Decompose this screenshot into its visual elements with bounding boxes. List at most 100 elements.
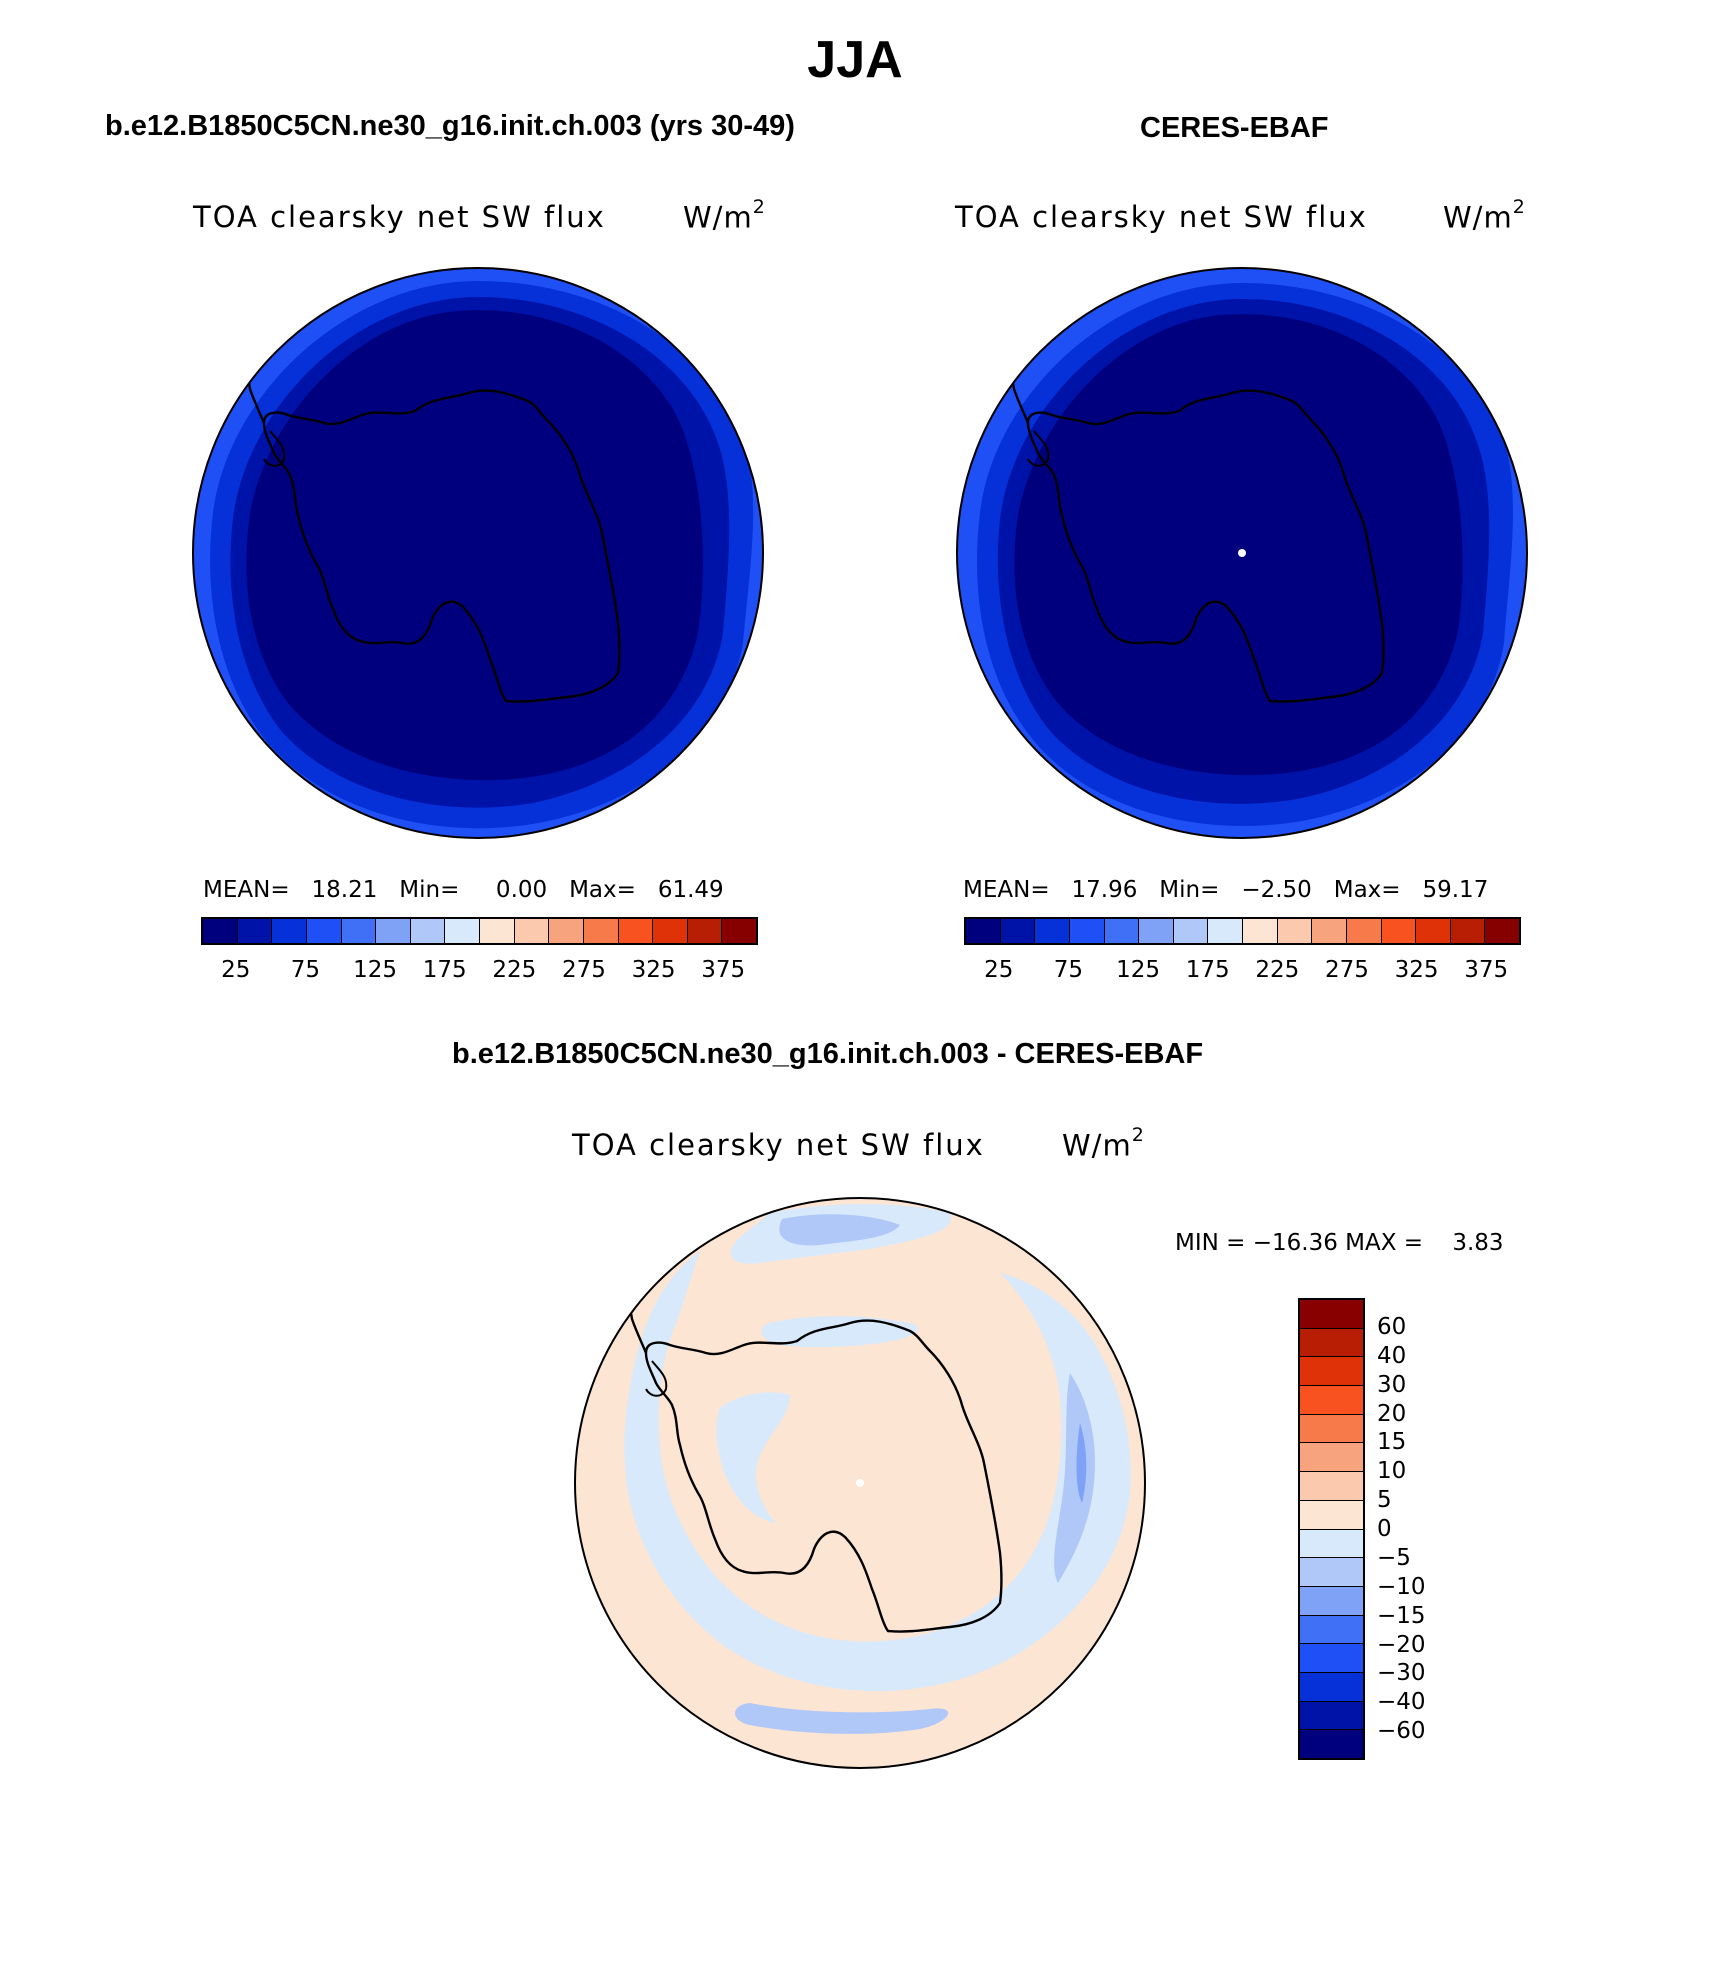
colorbar-swatch [272,919,307,943]
colorbar-swatch [341,919,377,943]
colorbar-tick-label: 10 [1377,1458,1407,1485]
colorbar-swatch [1104,919,1140,943]
colorbar-swatch [376,919,411,943]
panel-title-difference: b.e12.B1850C5CN.ne30_g16.init.ch.003 - C… [452,1038,1204,1070]
colorbar-swatch [1139,919,1174,943]
colorbar-tick-label: 15 [1377,1429,1407,1456]
colorbar-swatch [1300,1357,1363,1387]
colorbar-tick-label: 40 [1377,1342,1407,1369]
colorbar-difference [1298,1298,1365,1760]
colorbar-tick-label: 125 [1116,957,1161,983]
diff-fill-neg10-east [1054,1373,1095,1583]
colorbar-swatch [1346,919,1382,943]
map-fill-core [1014,314,1463,776]
colorbar-swatch [1450,919,1486,943]
colorbar-tick-label: 375 [1464,957,1509,983]
colorbar-obs [964,917,1521,945]
colorbar-swatch [1300,1386,1363,1415]
difference-min-max: MIN = −16.36 MAX = 3.83 [1175,1230,1504,1256]
stats-obs: MEAN= 17.96 Min= −2.50 Max= 59.17 [963,877,1489,903]
unit-label-difference: W/m2 [1062,1124,1145,1163]
ice-shelf-outline [1027,430,1050,467]
polar-map-difference [574,1197,1146,1769]
colorbar-model [201,917,758,945]
colorbar-swatch [410,919,446,943]
colorbar-swatch [306,919,342,943]
colorbar-tick-label: 5 [1377,1487,1392,1514]
colorbar-swatch [480,919,515,943]
colorbar-swatch [583,919,619,943]
colorbar-tick-label: 125 [353,957,398,983]
colorbar-tick-label: 275 [1324,957,1369,983]
colorbar-swatch [653,919,688,943]
stats-model: MEAN= 18.21 Min= 0.00 Max= 61.49 [203,877,724,903]
colorbar-swatch [1300,1644,1363,1673]
colorbar-swatch [549,919,584,943]
colorbar-tick-label: 30 [1377,1371,1407,1398]
colorbar-swatch [1035,919,1070,943]
colorbar-swatch [237,919,273,943]
colorbar-swatch [1173,919,1209,943]
colorbar-swatch [1381,919,1417,943]
colorbar-swatch [514,919,550,943]
diff-fill-neg5-ring [624,1251,1131,1692]
diff-fill-neg15-east [1076,1423,1087,1503]
colorbar-swatch [203,919,238,943]
ice-shelf-outline [263,430,286,467]
colorbar-tick-label: 0 [1377,1516,1392,1542]
colorbar-swatch [1300,1672,1363,1702]
polar-map-obs [956,267,1528,839]
colorbar-swatch [1069,919,1105,943]
colorbar-tick-label: 75 [290,957,321,983]
colorbar-tick-label: −40 [1377,1689,1426,1716]
colorbar-tick-label: −30 [1377,1660,1426,1687]
colorbar-tick-label: 175 [422,957,467,983]
colorbar-swatch [966,919,1001,943]
antarctica-outline [644,1319,1003,1633]
map-boundary-circle [956,267,1528,839]
map-fill-core [246,310,703,781]
diff-fill-neg10 [779,1214,900,1246]
unit-label-obs: W/m2 [1443,196,1526,235]
colorbar-swatch [1243,919,1278,943]
colorbar-swatch [1300,1300,1363,1329]
polar-map-model [192,267,764,839]
colorbar-swatch [1300,1730,1363,1758]
colorbar-tick-label: 60 [1377,1313,1407,1340]
colorbar-tick-label: 375 [701,957,746,983]
colorbar-swatch [1300,1586,1363,1616]
unit-label-model: W/m2 [683,196,766,235]
colorbar-tick-label: 325 [1394,957,1439,983]
colorbar-tick-label: 25 [984,957,1014,983]
colorbar-swatch [1300,1414,1363,1444]
colorbar-tick-label: 25 [221,957,251,983]
variable-label-difference: TOA clearsky net SW flux [572,1128,985,1162]
colorbar-swatch [1300,1529,1363,1559]
antarctica-outline [262,389,621,703]
south-pole-missing-data-dot [856,1479,864,1487]
figure-title: JJA [807,31,903,89]
panel-title-obs: CERES-EBAF [1140,112,1329,144]
colorbar-tick-label: 225 [1255,957,1300,983]
variable-label-model: TOA clearsky net SW flux [193,200,606,234]
colorbar-swatch [722,919,756,943]
colorbar-swatch [618,919,654,943]
ice-shelf-outline [645,1360,668,1397]
colorbar-tick-label: 275 [561,957,606,983]
diff-fill-neg10-south [735,1703,949,1734]
colorbar-swatch [1208,919,1243,943]
colorbar-swatch [1300,1443,1363,1473]
variable-label-obs: TOA clearsky net SW flux [955,200,1368,234]
colorbar-tick-label: 175 [1185,957,1230,983]
map-boundary-circle [192,267,764,839]
colorbar-tick-label: −5 [1377,1544,1411,1571]
colorbar-tick-label: 325 [631,957,676,983]
colorbar-tick-label: −20 [1377,1631,1426,1658]
panel-title-model: b.e12.B1850C5CN.ne30_g16.init.ch.003 (yr… [105,110,795,142]
colorbar-swatch [1300,1558,1363,1587]
colorbar-tick-label: 20 [1377,1400,1407,1427]
colorbar-swatch [1485,919,1519,943]
colorbar-swatch [1300,1701,1363,1731]
colorbar-tick-label: −10 [1377,1573,1426,1600]
colorbar-swatch [1300,1500,1363,1530]
